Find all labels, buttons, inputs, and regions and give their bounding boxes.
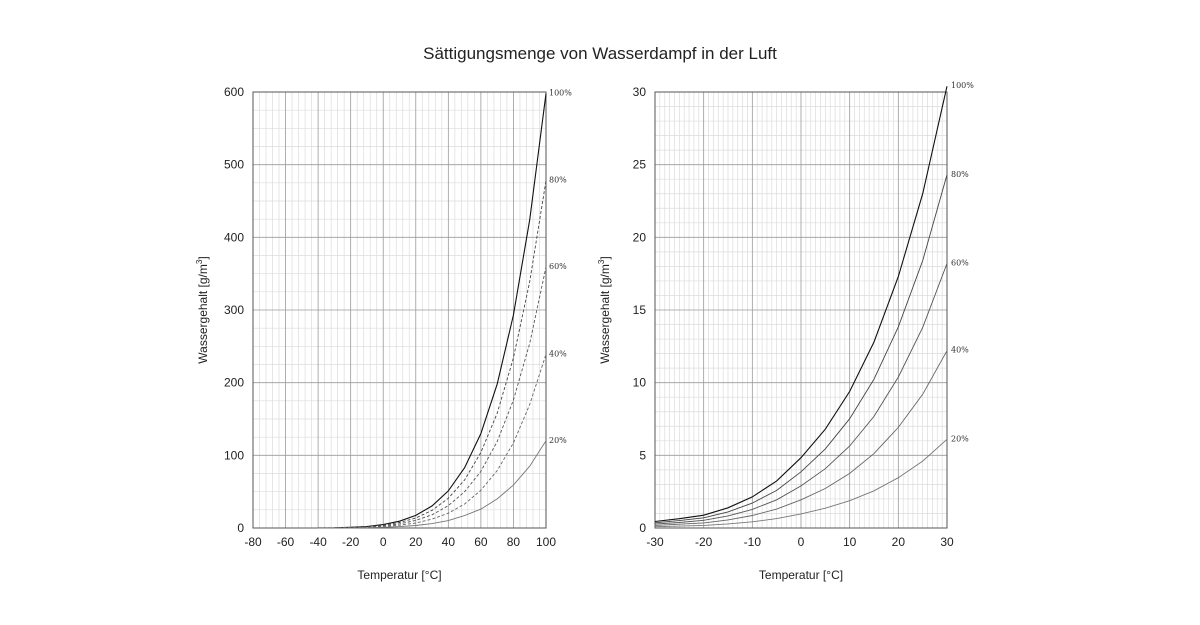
series-label: 60% bbox=[951, 258, 969, 267]
x-tick-label: 20 bbox=[409, 535, 423, 549]
y-tick-label: 25 bbox=[633, 158, 647, 172]
x-tick-label: 40 bbox=[442, 535, 456, 549]
y-tick-label: 10 bbox=[633, 376, 647, 390]
series-line-40pct bbox=[654, 350, 948, 526]
series-label: 100% bbox=[549, 88, 572, 97]
x-tick-label: -60 bbox=[277, 535, 295, 549]
series-line-80pct bbox=[654, 174, 948, 524]
x-tick-label: -10 bbox=[744, 535, 762, 549]
y-tick-label: 100 bbox=[224, 448, 244, 462]
series-label: 40% bbox=[549, 349, 567, 358]
x-tick-label: 60 bbox=[474, 535, 488, 549]
y-tick-label: 0 bbox=[237, 521, 244, 535]
x-tick-label: 80 bbox=[507, 535, 521, 549]
y-tick-label: 0 bbox=[639, 521, 646, 535]
x-tick-label: -20 bbox=[695, 535, 713, 549]
chart-right: -30 -20 -10 0 10 20 30 0 5 10 15 20 25 30 Temperatur [… bbox=[597, 81, 974, 582]
series-line-60pct bbox=[654, 263, 948, 525]
y-tick-label: 400 bbox=[224, 230, 244, 244]
y-tick-label: 200 bbox=[224, 376, 244, 390]
x-tick-label: 20 bbox=[892, 535, 906, 549]
series-line-20pct bbox=[318, 440, 547, 529]
y-tick-label: 5 bbox=[639, 448, 646, 462]
y-tick-label: 300 bbox=[224, 303, 244, 317]
series-line-40pct bbox=[318, 354, 547, 529]
series-line-60pct bbox=[318, 267, 547, 529]
y-tick-label: 20 bbox=[633, 230, 647, 244]
x-tick-label: -30 bbox=[646, 535, 664, 549]
y-tick-label: 600 bbox=[224, 85, 244, 99]
y-tick-label: 15 bbox=[633, 303, 647, 317]
x-tick-label: 0 bbox=[798, 535, 805, 549]
y-tick-label: 500 bbox=[224, 158, 244, 172]
y-axis-label: Wassergehalt [g/m3] bbox=[195, 256, 210, 363]
series-label: 20% bbox=[549, 436, 567, 445]
x-tick-label: -20 bbox=[342, 535, 360, 549]
x-tick-label: -40 bbox=[309, 535, 327, 549]
series-line-80pct bbox=[318, 180, 547, 529]
chart-title: Sättigungsmenge von Wasserdampf in der L… bbox=[423, 44, 777, 63]
series-label: 20% bbox=[951, 434, 969, 443]
series-label: 80% bbox=[951, 170, 969, 179]
series-label: 100% bbox=[951, 81, 974, 90]
y-tick-label: 30 bbox=[633, 85, 647, 99]
plot-frame bbox=[654, 91, 948, 529]
x-axis-label: Temperatur [°C] bbox=[759, 568, 843, 582]
series-label: 80% bbox=[549, 176, 567, 185]
x-tick-label: 10 bbox=[843, 535, 857, 549]
x-tick-label: 100 bbox=[536, 535, 556, 549]
series-label: 60% bbox=[549, 262, 567, 271]
series-line-20pct bbox=[654, 438, 948, 528]
x-tick-label: 0 bbox=[380, 535, 387, 549]
x-tick-label: -80 bbox=[244, 535, 262, 549]
x-tick-label: 30 bbox=[940, 535, 954, 549]
series-line-100pct bbox=[318, 93, 547, 529]
y-axis-label: Wassergehalt [g/m3] bbox=[597, 256, 612, 363]
plot-frame bbox=[252, 91, 547, 529]
series-line-100pct bbox=[654, 86, 948, 523]
series-label: 40% bbox=[951, 346, 969, 355]
x-axis-label: Temperatur [°C] bbox=[357, 568, 441, 582]
chart-left: -80 -60 -40 -20 0 20 40 60 80 100 0 100 200 300 400 500… bbox=[195, 85, 572, 582]
